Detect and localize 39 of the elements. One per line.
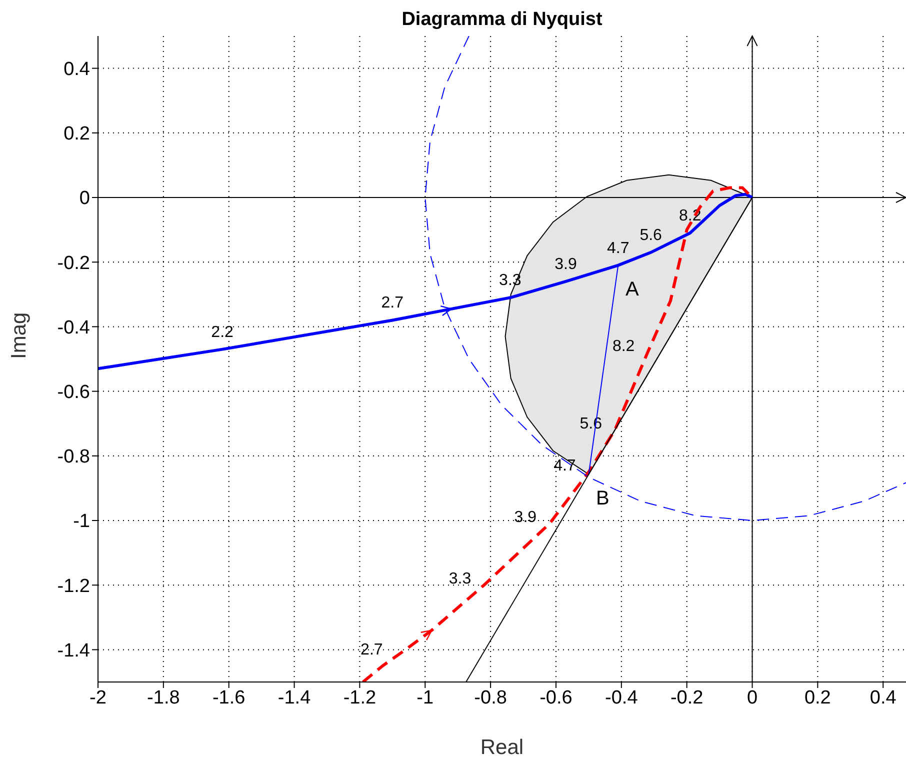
x-tick-label: -0.4 [605, 687, 638, 708]
y-tick-label: -1 [73, 511, 90, 532]
annotation: 8.2 [678, 208, 702, 225]
x-tick-label: -0.2 [670, 687, 704, 708]
y-tick-label: -1.2 [57, 576, 90, 597]
y-tick-label: 0.4 [64, 59, 90, 80]
annotation: 3.9 [554, 256, 578, 273]
x-tick-label: -1.4 [278, 687, 312, 708]
x-tick-label: -1.6 [212, 687, 246, 708]
annotation: 3.9 [514, 509, 537, 526]
x-tick-label: 0.2 [804, 687, 831, 708]
y-axis-title: Imag [7, 312, 30, 359]
x-tick-label: -1.2 [343, 687, 376, 708]
x-tick-label: -2 [90, 687, 106, 708]
x-tick-label: 0 [746, 687, 758, 708]
y-tick-label: 0 [79, 188, 90, 210]
annotation: 2.7 [360, 642, 383, 659]
annotation: 3.3 [448, 570, 472, 588]
chart-title: Diagramma di Nyquist [400, 8, 604, 32]
y-tick-label: -0.6 [57, 382, 90, 404]
annotation: 4.7 [607, 240, 630, 257]
x-tick-label: -0.6 [540, 687, 572, 708]
x-axis-title: Real [480, 736, 524, 758]
y-tick-label: -0.8 [57, 446, 90, 468]
x-tick-label: -1 [416, 687, 434, 708]
annotation: 8.2 [612, 338, 635, 356]
y-tick-label: -0.4 [57, 317, 90, 338]
annotation: 4.7 [554, 458, 576, 475]
x-tick-label: -1.8 [147, 687, 180, 708]
y-tick-label: 0.2 [64, 124, 90, 145]
annotation: B [596, 487, 610, 510]
annotation: 2.2 [211, 324, 234, 341]
x-tick-label: -0.8 [474, 687, 507, 708]
y-tick-label: -1.4 [57, 640, 90, 662]
y-tick-label: -0.2 [57, 252, 90, 274]
annotation: A [625, 278, 640, 300]
x-tick-label: 0.4 [870, 687, 897, 708]
annotation: 2.7 [381, 294, 404, 312]
annotation: 5.6 [640, 226, 662, 244]
